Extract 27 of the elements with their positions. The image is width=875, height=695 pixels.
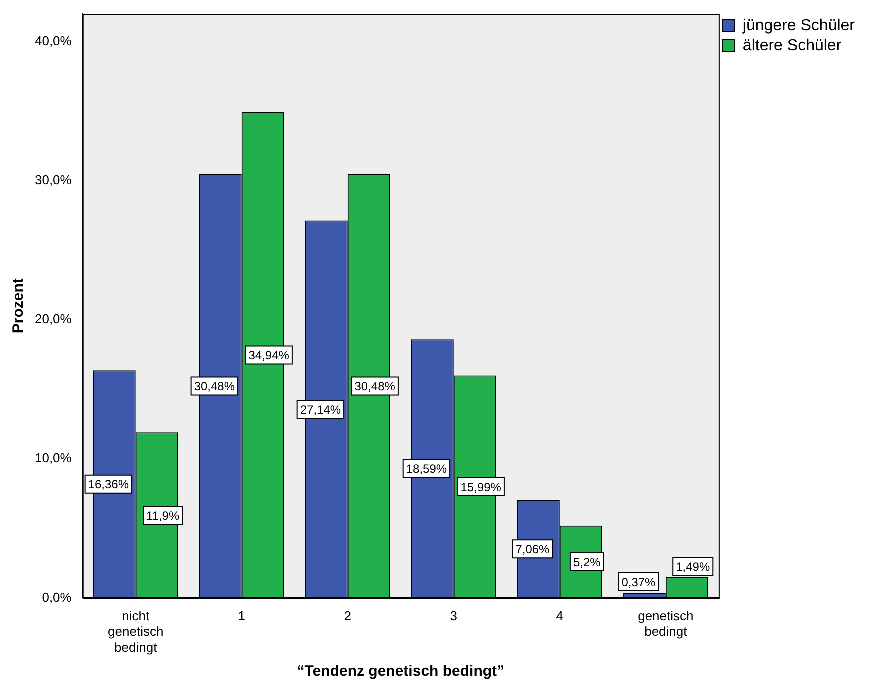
x-tick-label: 1 [238, 608, 246, 624]
data-label: 30,48% [194, 380, 236, 394]
y-tick-label: 40,0% [34, 33, 72, 48]
data-label: 16,36% [88, 478, 130, 492]
x-tick-label: 2 [344, 608, 352, 624]
data-label: 27,14% [300, 402, 342, 417]
legend-label: ältere Schüler [742, 37, 842, 54]
y-tick-label: 20,0% [34, 312, 72, 327]
y-tick-label: 10,0% [34, 450, 72, 466]
data-label: 0,37% [622, 575, 656, 590]
data-label: 11,9% [146, 508, 180, 523]
data-label: 30,48% [354, 380, 396, 394]
x-tick-label: 3 [450, 608, 458, 624]
y-axis-title: Prozent [10, 278, 28, 334]
data-label: 15,99% [460, 480, 502, 494]
data-label: 1,49% [676, 560, 710, 574]
x-axis-title: “Tendenz genetisch bedingt” [297, 663, 505, 680]
y-tick-label: 30,0% [34, 172, 72, 188]
x-tick-label: nicht genetisch bedingt [108, 608, 164, 655]
legend-label: jüngere Schüler [742, 17, 856, 34]
x-tick-label: 4 [556, 608, 564, 624]
x-tick-label: genetisch bedingt [638, 608, 694, 640]
data-label: 5,2% [573, 555, 602, 570]
data-label: 18,59% [406, 462, 448, 476]
data-label: 7,06% [516, 542, 550, 556]
y-tick-label: 0,0% [42, 590, 72, 605]
data-label: 34,94% [248, 348, 290, 363]
